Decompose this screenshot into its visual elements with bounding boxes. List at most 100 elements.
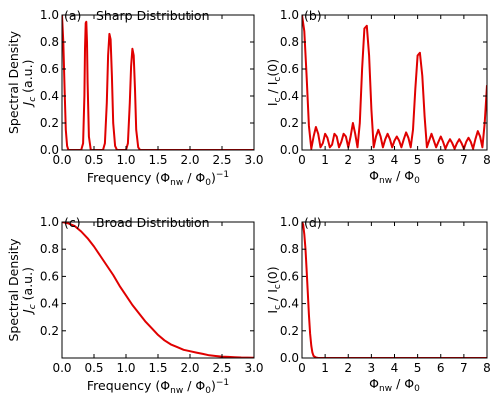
y-tick-label: 0.0 (280, 351, 299, 365)
y-tick-label: 0.8 (280, 35, 299, 49)
plot-frame (61, 14, 255, 151)
x-label-sym: Φ (369, 168, 379, 183)
x-tick-label: 5 (414, 361, 422, 375)
x-label-end: ) (211, 378, 216, 393)
series-line-0 (62, 222, 254, 358)
x-axis-label: Φnw / Φ0 (369, 168, 420, 186)
y-axis-label-line1: Spectral Density (6, 30, 21, 134)
x-tick-label: 0.5 (84, 361, 103, 375)
x-tick-label: 2.5 (212, 153, 231, 167)
y-tick-label: 1.0 (280, 215, 299, 229)
x-tick-label: 3 (368, 361, 376, 375)
series-line-0 (302, 222, 487, 358)
y-axis-label: Ic / Ic(0) (265, 266, 283, 313)
panel-title: Broad Distribution (96, 215, 210, 230)
y-label-sub: c (273, 305, 283, 310)
x-tick-label: 4 (391, 153, 399, 167)
x-label-sub2: 0 (205, 178, 211, 188)
y-tick-label: 0.2 (280, 116, 299, 130)
x-label-mid: / Φ (392, 376, 414, 391)
x-label-end: ) (211, 170, 216, 185)
x-label-mid: / Φ (183, 378, 205, 393)
plot-frame (301, 221, 488, 359)
series-line-0 (302, 15, 487, 150)
panel-b: 0 1 2 3 4 5 6 7 80.00.20.40.60.81.0 (b)Φnw / Φ0Ic… (265, 8, 491, 186)
x-label-mid: / Φ (392, 168, 414, 183)
y-label-text: I (265, 310, 280, 314)
panel-d: 0 1 2 3 4 5 6 7 80.00.20.40.60.81.0 (d)Φnw / Φ0Ic… (265, 215, 491, 394)
y-label-sub: c (28, 304, 38, 309)
y-tick-label: 0.0 (40, 143, 59, 157)
x-tick-label: 1.0 (116, 153, 135, 167)
x-label-sup: −1 (216, 378, 229, 388)
x-tick-label: 6 (437, 361, 445, 375)
y-tick-label: 0.8 (40, 35, 59, 49)
y-tick-label: 0.6 (280, 62, 299, 76)
panel-label: (c) (64, 215, 81, 230)
y-tick-label: 0.0 (280, 143, 299, 157)
x-label-sub2: 0 (205, 386, 211, 396)
y-label-end: (0) (265, 266, 280, 284)
x-tick-label: 7 (460, 153, 468, 167)
x-tick-label: 4 (391, 361, 399, 375)
x-tick-label: 1.5 (148, 361, 167, 375)
y-tick-label: 0.4 (280, 89, 299, 103)
y-tick-label: 1.0 (40, 8, 59, 22)
y-label-sub: c (28, 97, 38, 102)
x-tick-label: 6 (437, 153, 445, 167)
x-tick-label: 0.0 (52, 153, 71, 167)
y-tick-label: 0.6 (40, 62, 59, 76)
y-tick-label: 0.2 (40, 116, 59, 130)
y-label-sub2: c (273, 77, 283, 82)
y-label-sub: c (273, 97, 283, 102)
x-tick-label: 1 (321, 153, 329, 167)
x-axis-label: Φnw / Φ0 (369, 376, 420, 394)
x-tick-label: 2.0 (180, 361, 199, 375)
x-tick-label: 2.0 (180, 153, 199, 167)
y-label-rest: (a.u.) (20, 267, 35, 304)
x-tick-label: 7 (460, 361, 468, 375)
x-label-mid: / Φ (183, 170, 205, 185)
y-axis-label: Ic / Ic(0) (265, 59, 283, 106)
y-tick-label: 0.4 (280, 297, 299, 311)
x-tick-label: 0 (298, 361, 306, 375)
x-axis-label: Frequency (Φnw / Φ0)−1 (87, 378, 229, 396)
y-label-text: I (265, 102, 280, 106)
panel-label: (d) (304, 215, 322, 230)
y-tick-label: 0.6 (280, 269, 299, 283)
y-tick-label: 1.0 (280, 8, 299, 22)
x-tick-label: 2 (344, 361, 352, 375)
x-tick-label: 1 (321, 361, 329, 375)
y-label-mid: / I (265, 82, 280, 98)
y-tick-label: 0.2 (280, 324, 299, 338)
y-label-mid: / I (265, 289, 280, 305)
x-label-sub: nw (170, 386, 183, 396)
x-tick-label: 1.0 (116, 361, 135, 375)
x-tick-label: 0.0 (52, 361, 71, 375)
x-label-text: Frequency (Φ (87, 378, 170, 393)
panel-label: (b) (304, 8, 322, 23)
y-label-sym: J (20, 101, 35, 108)
x-label-sub2: 0 (414, 176, 420, 186)
y-label-sym: J (20, 309, 35, 316)
panel-c: 0.0 0.5 1.0 1.5 2.0 2.5 3.0 0.2 0.4 0.6 0.8 1.0 (c) B… (6, 215, 264, 396)
x-tick-label: 3 (368, 153, 376, 167)
x-label-sub: nw (170, 178, 183, 188)
y-tick-label: 1.0 (40, 215, 59, 229)
y-tick-label: 0.8 (40, 242, 59, 256)
y-axis-label-line2: Jc (a.u.) (20, 60, 38, 109)
x-tick-label: 0 (298, 153, 306, 167)
y-label-rest: (a.u.) (20, 60, 35, 97)
y-tick-label: 0.4 (40, 89, 59, 103)
x-tick-label: 3.0 (244, 361, 263, 375)
panel-title: Sharp Distribution (96, 8, 210, 23)
x-label-sub: nw (379, 384, 392, 394)
y-label-sub2: c (273, 284, 283, 289)
x-tick-label: 5 (414, 153, 422, 167)
x-label-sub2: 0 (414, 384, 420, 394)
x-tick-label: 1.5 (148, 153, 167, 167)
x-axis-label: Frequency (Φnw / Φ0)−1 (87, 170, 229, 188)
x-label-text: Frequency (Φ (87, 170, 170, 185)
y-tick-label: 0.4 (40, 297, 59, 311)
